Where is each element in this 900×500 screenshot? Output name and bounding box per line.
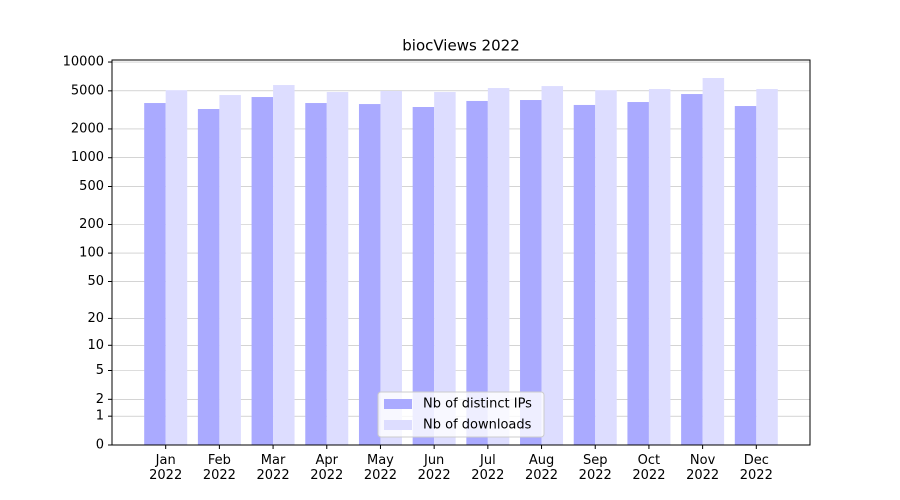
bar bbox=[541, 86, 564, 446]
x-tick-label: Sep 2022 bbox=[578, 453, 612, 483]
bar bbox=[520, 100, 542, 446]
x-tick-label: Jun 2022 bbox=[417, 453, 451, 483]
x-tick-label: Jan 2022 bbox=[149, 453, 183, 483]
y-tick-label: 200 bbox=[79, 217, 104, 232]
bar bbox=[756, 89, 778, 445]
x-tick-label: Feb 2022 bbox=[202, 453, 236, 483]
bar bbox=[434, 92, 456, 445]
bar bbox=[573, 104, 596, 446]
bar bbox=[487, 88, 510, 445]
x-tick-label: Nov 2022 bbox=[686, 453, 720, 483]
y-tick-label: 2000 bbox=[71, 121, 104, 136]
bar bbox=[326, 92, 349, 445]
bar bbox=[358, 104, 381, 445]
x-tick-label: Aug 2022 bbox=[524, 453, 559, 483]
y-tick-label: 50 bbox=[87, 274, 104, 289]
legend-swatch bbox=[384, 420, 412, 430]
bar bbox=[595, 90, 617, 446]
bar bbox=[144, 103, 166, 445]
x-tick-label: Mar 2022 bbox=[256, 453, 290, 483]
bar bbox=[702, 78, 725, 446]
bar bbox=[305, 103, 327, 445]
bar bbox=[197, 109, 220, 445]
bar bbox=[627, 102, 649, 445]
bar bbox=[412, 106, 435, 445]
bar bbox=[251, 97, 274, 445]
bar bbox=[681, 94, 703, 446]
y-tick-label: 5 bbox=[96, 363, 104, 378]
y-tick-label: 1000 bbox=[71, 150, 104, 165]
y-tick-label: 500 bbox=[79, 179, 104, 194]
x-tick-label: Oct 2022 bbox=[632, 453, 666, 483]
bar bbox=[380, 91, 402, 445]
bar bbox=[273, 85, 295, 445]
bar bbox=[648, 89, 671, 445]
legend-swatch bbox=[384, 399, 412, 409]
x-tick-label: May 2022 bbox=[363, 453, 397, 483]
y-tick-label: 5000 bbox=[71, 83, 104, 98]
bar bbox=[466, 100, 488, 445]
bar bbox=[165, 90, 188, 446]
y-tick-label: 20 bbox=[87, 311, 104, 326]
y-tick-label: 1 bbox=[96, 409, 104, 424]
x-tick-label: Jul 2022 bbox=[471, 453, 505, 483]
bar bbox=[219, 95, 241, 446]
legend-label: Nb of downloads bbox=[423, 418, 532, 433]
y-tick-label: 100 bbox=[79, 246, 104, 261]
axes-frame bbox=[111, 59, 811, 446]
y-tick-label: 10000 bbox=[63, 55, 104, 70]
x-tick-label: Dec 2022 bbox=[739, 453, 773, 483]
bar bbox=[734, 106, 757, 445]
y-tick-label: 2 bbox=[96, 392, 104, 407]
legend-box bbox=[377, 391, 545, 438]
y-tick-label: 10 bbox=[87, 338, 104, 353]
legend-label: Nb of distinct IPs bbox=[423, 397, 532, 412]
y-tick-label: 0 bbox=[96, 438, 104, 453]
chart-title: biocViews 2022 bbox=[402, 37, 519, 55]
x-tick-label: Apr 2022 bbox=[310, 453, 344, 483]
